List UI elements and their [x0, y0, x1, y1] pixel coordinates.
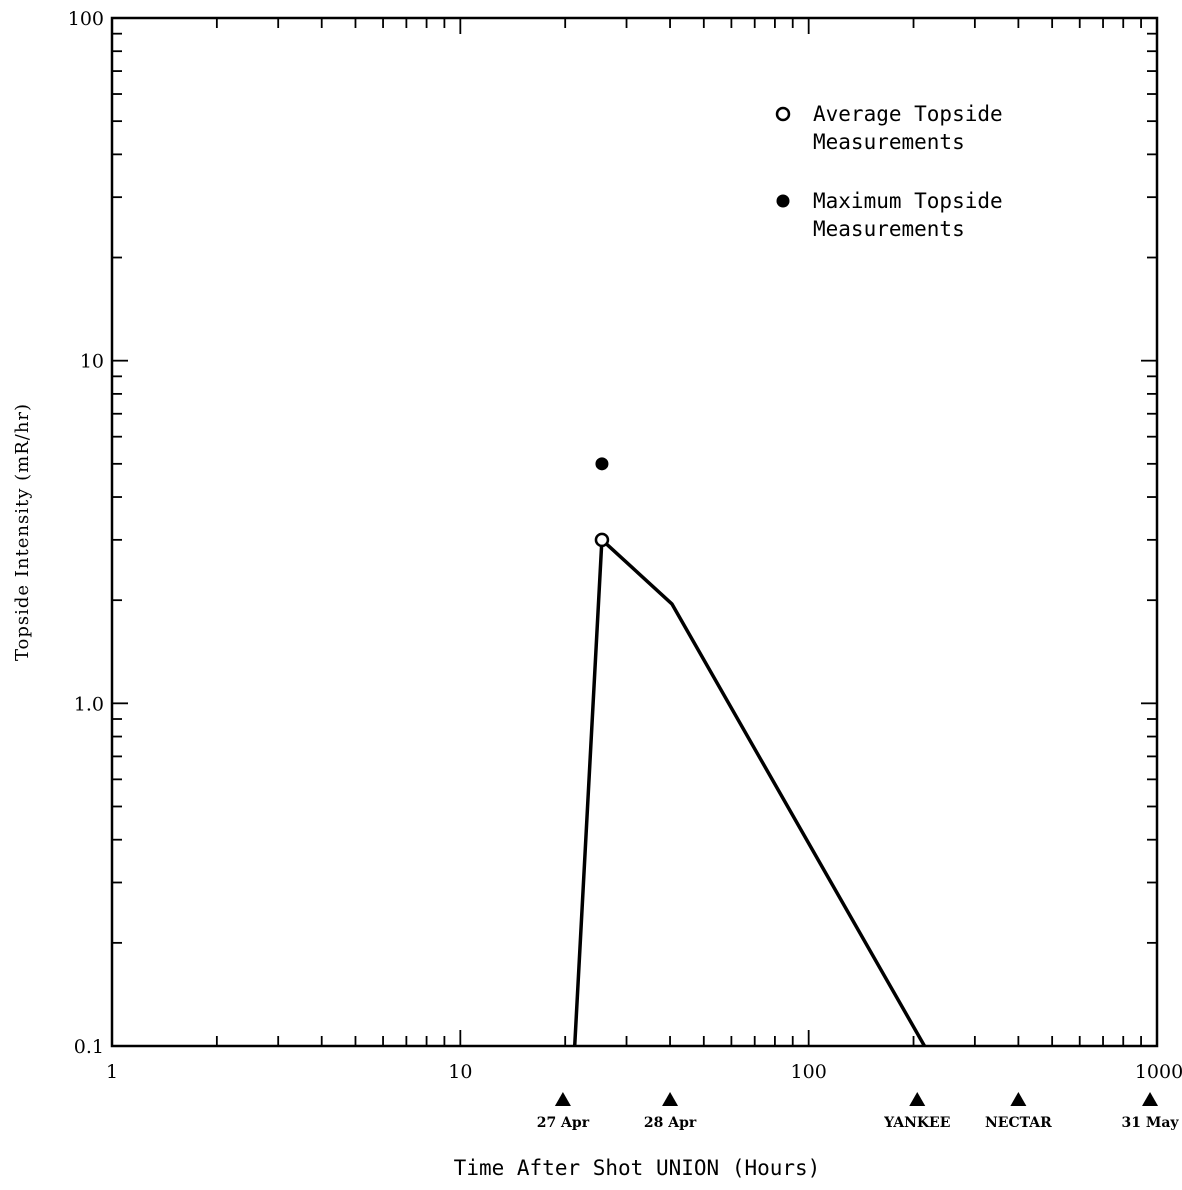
- series-line: [572, 538, 927, 1047]
- x-tick-labels: 1 10 100 1000: [106, 1061, 1182, 1083]
- legend-label-average-line2: Measurements: [813, 130, 965, 154]
- y-tick-labels: 0.1 1.0 10 100: [68, 8, 104, 1058]
- x-tick-label: 1000: [1135, 1061, 1182, 1083]
- legend-open-circle-marker: [775, 106, 791, 122]
- event-markers: 27 Apr 28 Apr YANKEE NECTAR 31 May: [537, 1092, 1180, 1131]
- x-tick-label: 10: [448, 1061, 472, 1083]
- series-points: [594, 457, 610, 548]
- event-marker-triangle: [909, 1092, 926, 1106]
- data-point-average: [594, 532, 610, 548]
- legend-filled-circle-marker: [776, 194, 790, 208]
- event-marker-triangle: [554, 1092, 571, 1106]
- event-marker-triangle: [1142, 1092, 1159, 1106]
- series-lines: [572, 538, 927, 1047]
- x-tick-label: 1: [106, 1061, 118, 1083]
- legend-label-maximum-line1: Maximum Topside: [813, 189, 1003, 213]
- event-marker-triangle: [662, 1092, 679, 1106]
- event-marker-label: 31 May: [1122, 1115, 1180, 1131]
- event-marker-label: 28 Apr: [644, 1115, 697, 1131]
- event-marker-triangle: [1010, 1092, 1027, 1106]
- y-tick-label: 10: [80, 351, 104, 373]
- y-tick-label: 0.1: [74, 1036, 104, 1058]
- plot-frame: [110, 16, 1159, 1048]
- event-marker-label: 27 Apr: [537, 1115, 590, 1131]
- y-axis-title: Topside Intensity (mR/hr): [12, 403, 33, 661]
- event-marker-label: YANKEE: [883, 1115, 950, 1131]
- event-marker-label: NECTAR: [985, 1115, 1052, 1131]
- legend-label-maximum-line2: Measurements: [813, 217, 965, 241]
- legend-label-average-line1: Average Topside: [813, 102, 1003, 126]
- y-tick-label: 1.0: [74, 693, 104, 715]
- legend: Average Topside Measurements Maximum Top…: [775, 102, 1003, 241]
- minor-ticks: [112, 18, 1157, 1046]
- x-axis-title: Time After Shot UNION (Hours): [454, 1156, 821, 1180]
- y-tick-label: 100: [68, 8, 104, 30]
- data-point-maximum: [595, 457, 609, 471]
- x-tick-label: 100: [791, 1061, 827, 1083]
